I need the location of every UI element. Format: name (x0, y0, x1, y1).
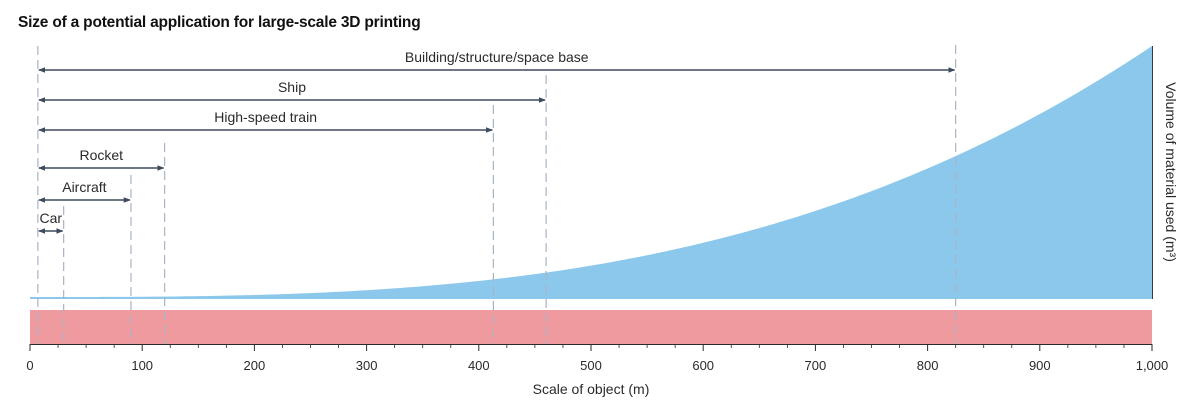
range-0: Building/structure/space base (38, 49, 956, 73)
range-label: Aircraft (62, 179, 106, 195)
x-tick-label: 300 (356, 358, 378, 373)
range-label: Building/structure/space base (405, 49, 589, 65)
x-tick-label: 200 (244, 358, 266, 373)
x-tick-label: 700 (805, 358, 827, 373)
y-axis-label: Volume of material used (m³) (1163, 82, 1179, 262)
range-label: Car (39, 210, 62, 226)
range-label: High-speed train (214, 109, 317, 125)
x-tick-label: 100 (131, 358, 153, 373)
range-3: Rocket (38, 147, 165, 171)
guide-lines (37, 45, 957, 344)
x-tick-label: 900 (1029, 358, 1051, 373)
material-band (30, 310, 1152, 344)
area-layer (30, 46, 1153, 344)
volume-area (30, 46, 1152, 299)
range-1: Ship (38, 79, 546, 103)
range-2: High-speed train (38, 109, 494, 133)
chart-title: Size of a potential application for larg… (18, 14, 421, 31)
range-label: Rocket (79, 147, 123, 163)
range-4: Aircraft (38, 179, 131, 203)
x-axis: 0 100 200 300 400 500 600 700 800 900 1,000 (26, 344, 1168, 373)
x-tick-label: 600 (692, 358, 714, 373)
range-label: Ship (278, 79, 306, 95)
x-tick-label: 400 (468, 358, 490, 373)
range-arrows: Building/structure/space base Ship High-sp… (38, 49, 956, 234)
x-tick-label: 1,000 (1136, 358, 1169, 373)
x-axis-label: Scale of object (m) (533, 381, 650, 397)
x-tick-label: 0 (26, 358, 33, 373)
range-5: Car (38, 210, 64, 234)
x-tick-label: 800 (917, 358, 939, 373)
x-tick-label: 500 (580, 358, 602, 373)
